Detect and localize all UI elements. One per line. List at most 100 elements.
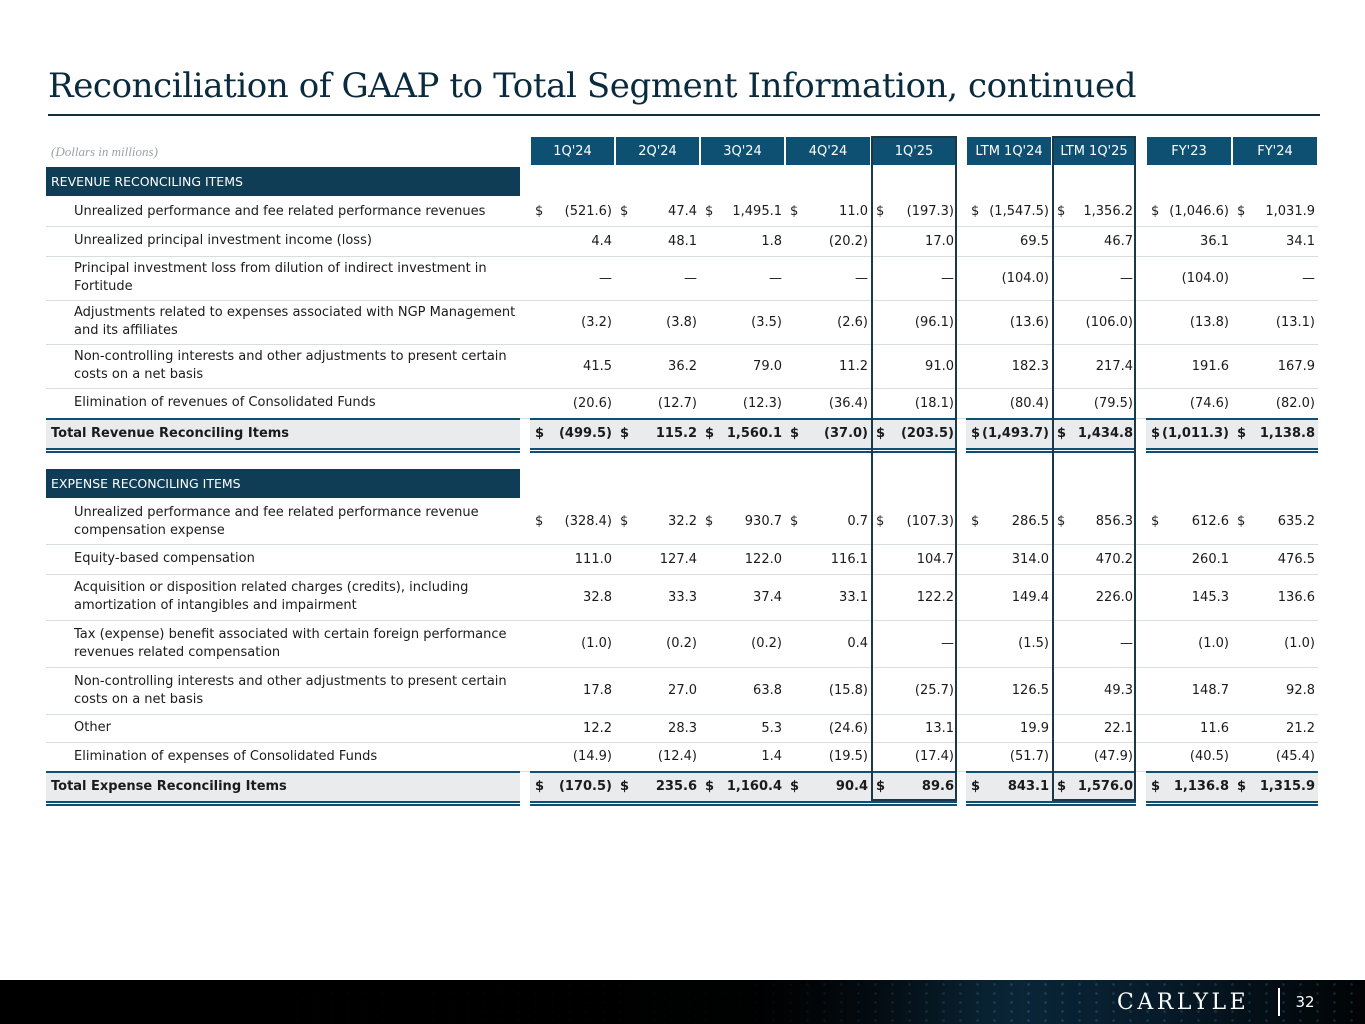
value-cell: (1.0) <box>581 636 612 651</box>
value-cell: 19.9 <box>1020 720 1049 736</box>
currency-symbol: $ <box>1237 514 1246 529</box>
currency-symbol: $ <box>705 514 714 529</box>
value-cell: 47.4 <box>668 204 697 219</box>
value-cell: 470.2 <box>1095 551 1133 567</box>
total-value-cell: 1,434.8 <box>1077 426 1133 441</box>
row-label: Elimination of revenues of Consolidated … <box>74 395 376 410</box>
value-cell: (40.5) <box>1189 749 1229 764</box>
currency-symbol: $ <box>1057 514 1066 529</box>
row-divider <box>46 742 1318 743</box>
value-cell: (17.4) <box>914 749 954 764</box>
row-divider <box>46 714 1318 715</box>
value-cell: 145.3 <box>1191 589 1229 605</box>
value-cell: (14.9) <box>572 749 612 764</box>
column-header: 3Q'24 <box>701 137 784 165</box>
value-cell: (47.9) <box>1093 749 1133 764</box>
value-cell: 286.5 <box>1011 514 1049 529</box>
value-cell: 4.4 <box>591 233 612 249</box>
value-cell: (0.2) <box>751 636 782 651</box>
value-cell: 111.0 <box>574 551 612 567</box>
total-band <box>530 419 957 448</box>
currency-symbol: $ <box>620 426 630 441</box>
currency-symbol: $ <box>705 426 715 441</box>
value-cell: (1.0) <box>1198 636 1229 651</box>
total-value-cell: 1,136.8 <box>1173 779 1229 794</box>
footer-band <box>0 980 1365 1024</box>
currency-symbol: $ <box>971 514 980 529</box>
row-label: Adjustments related to expenses associat… <box>74 305 516 338</box>
value-cell: (107.3) <box>906 514 954 529</box>
value-cell: (15.8) <box>828 683 868 698</box>
value-cell: (20.2) <box>828 233 868 249</box>
currency-symbol: $ <box>876 426 886 441</box>
total-value-cell: 235.6 <box>655 779 697 794</box>
value-cell: 930.7 <box>744 514 782 529</box>
value-cell: 149.4 <box>1011 589 1049 605</box>
column-header: LTM 1Q'25 <box>1053 137 1135 165</box>
value-cell: 92.8 <box>1286 683 1315 698</box>
value-cell: 12.2 <box>583 720 612 736</box>
total-label: Total Revenue Reconciling Items <box>51 426 290 441</box>
value-cell: 49.3 <box>1104 683 1133 698</box>
currency-symbol: $ <box>790 779 800 794</box>
value-cell: (104.0) <box>1181 270 1229 286</box>
currency-symbol: $ <box>705 204 714 219</box>
value-cell: 32.2 <box>668 514 697 529</box>
value-cell: (74.6) <box>1189 395 1229 411</box>
total-band <box>530 772 957 801</box>
total-double-rule <box>46 801 520 806</box>
value-cell: 17.0 <box>925 233 954 249</box>
page-title: Reconciliation of GAAP to Total Segment … <box>48 66 1137 106</box>
value-cell: 46.7 <box>1104 233 1133 249</box>
currency-symbol: $ <box>790 204 799 219</box>
logo-divider <box>1278 988 1280 1016</box>
value-cell: 5.3 <box>761 720 782 736</box>
currency-symbol: $ <box>620 779 630 794</box>
currency-symbol: $ <box>1151 779 1161 794</box>
currency-symbol: $ <box>1237 204 1246 219</box>
value-cell: 37.4 <box>753 589 782 605</box>
row-label: Elimination of expenses of Consolidated … <box>74 748 378 764</box>
row-label: Tax (expense) benefit associated with ce… <box>74 626 507 660</box>
total-value-cell: (1,493.7) <box>982 426 1049 441</box>
value-cell: (2.6) <box>837 314 868 330</box>
value-cell: (3.2) <box>581 314 612 330</box>
value-cell: 28.3 <box>668 720 697 736</box>
row-divider <box>46 574 1318 575</box>
value-cell: (13.8) <box>1189 314 1229 330</box>
currency-symbol: $ <box>790 514 799 529</box>
value-cell: 314.0 <box>1011 551 1049 567</box>
total-band <box>46 772 520 801</box>
page-number: 32 <box>1295 993 1315 1011</box>
value-cell: (328.4) <box>564 514 612 529</box>
row-label: Unrealized performance and fee related p… <box>74 203 486 219</box>
value-cell: — <box>855 270 868 286</box>
value-cell: 32.8 <box>583 589 612 605</box>
value-cell: (106.0) <box>1085 314 1133 330</box>
total-top-rule <box>46 418 520 420</box>
value-cell: 79.0 <box>753 358 782 374</box>
currency-symbol: $ <box>620 204 629 219</box>
row-label: Unrealized performance and fee related p… <box>74 504 479 538</box>
total-band <box>966 772 1136 801</box>
value-cell: (1,046.6) <box>1169 204 1229 219</box>
row-divider <box>46 226 1318 227</box>
total-top-rule <box>46 771 520 773</box>
value-cell: (96.1) <box>914 314 954 330</box>
value-cell: 612.6 <box>1191 514 1229 529</box>
value-cell: 148.7 <box>1191 683 1229 698</box>
column-header: 2Q'24 <box>616 137 699 165</box>
value-cell: 34.1 <box>1286 233 1315 249</box>
currency-symbol: $ <box>1237 779 1247 794</box>
row-label: Equity-based compensation <box>74 551 255 566</box>
value-cell: (1.0) <box>1284 636 1315 651</box>
total-value-cell: (37.0) <box>824 426 868 441</box>
total-value-cell: 1,576.0 <box>1077 779 1133 794</box>
row-divider <box>46 667 1318 668</box>
total-value-cell: 1,160.4 <box>726 779 782 794</box>
total-value-cell: 1,315.9 <box>1259 779 1315 794</box>
total-value-cell: 89.6 <box>921 779 954 794</box>
value-cell: 226.0 <box>1095 589 1133 605</box>
value-cell: (45.4) <box>1275 749 1315 764</box>
value-cell: 1,356.2 <box>1083 204 1133 219</box>
